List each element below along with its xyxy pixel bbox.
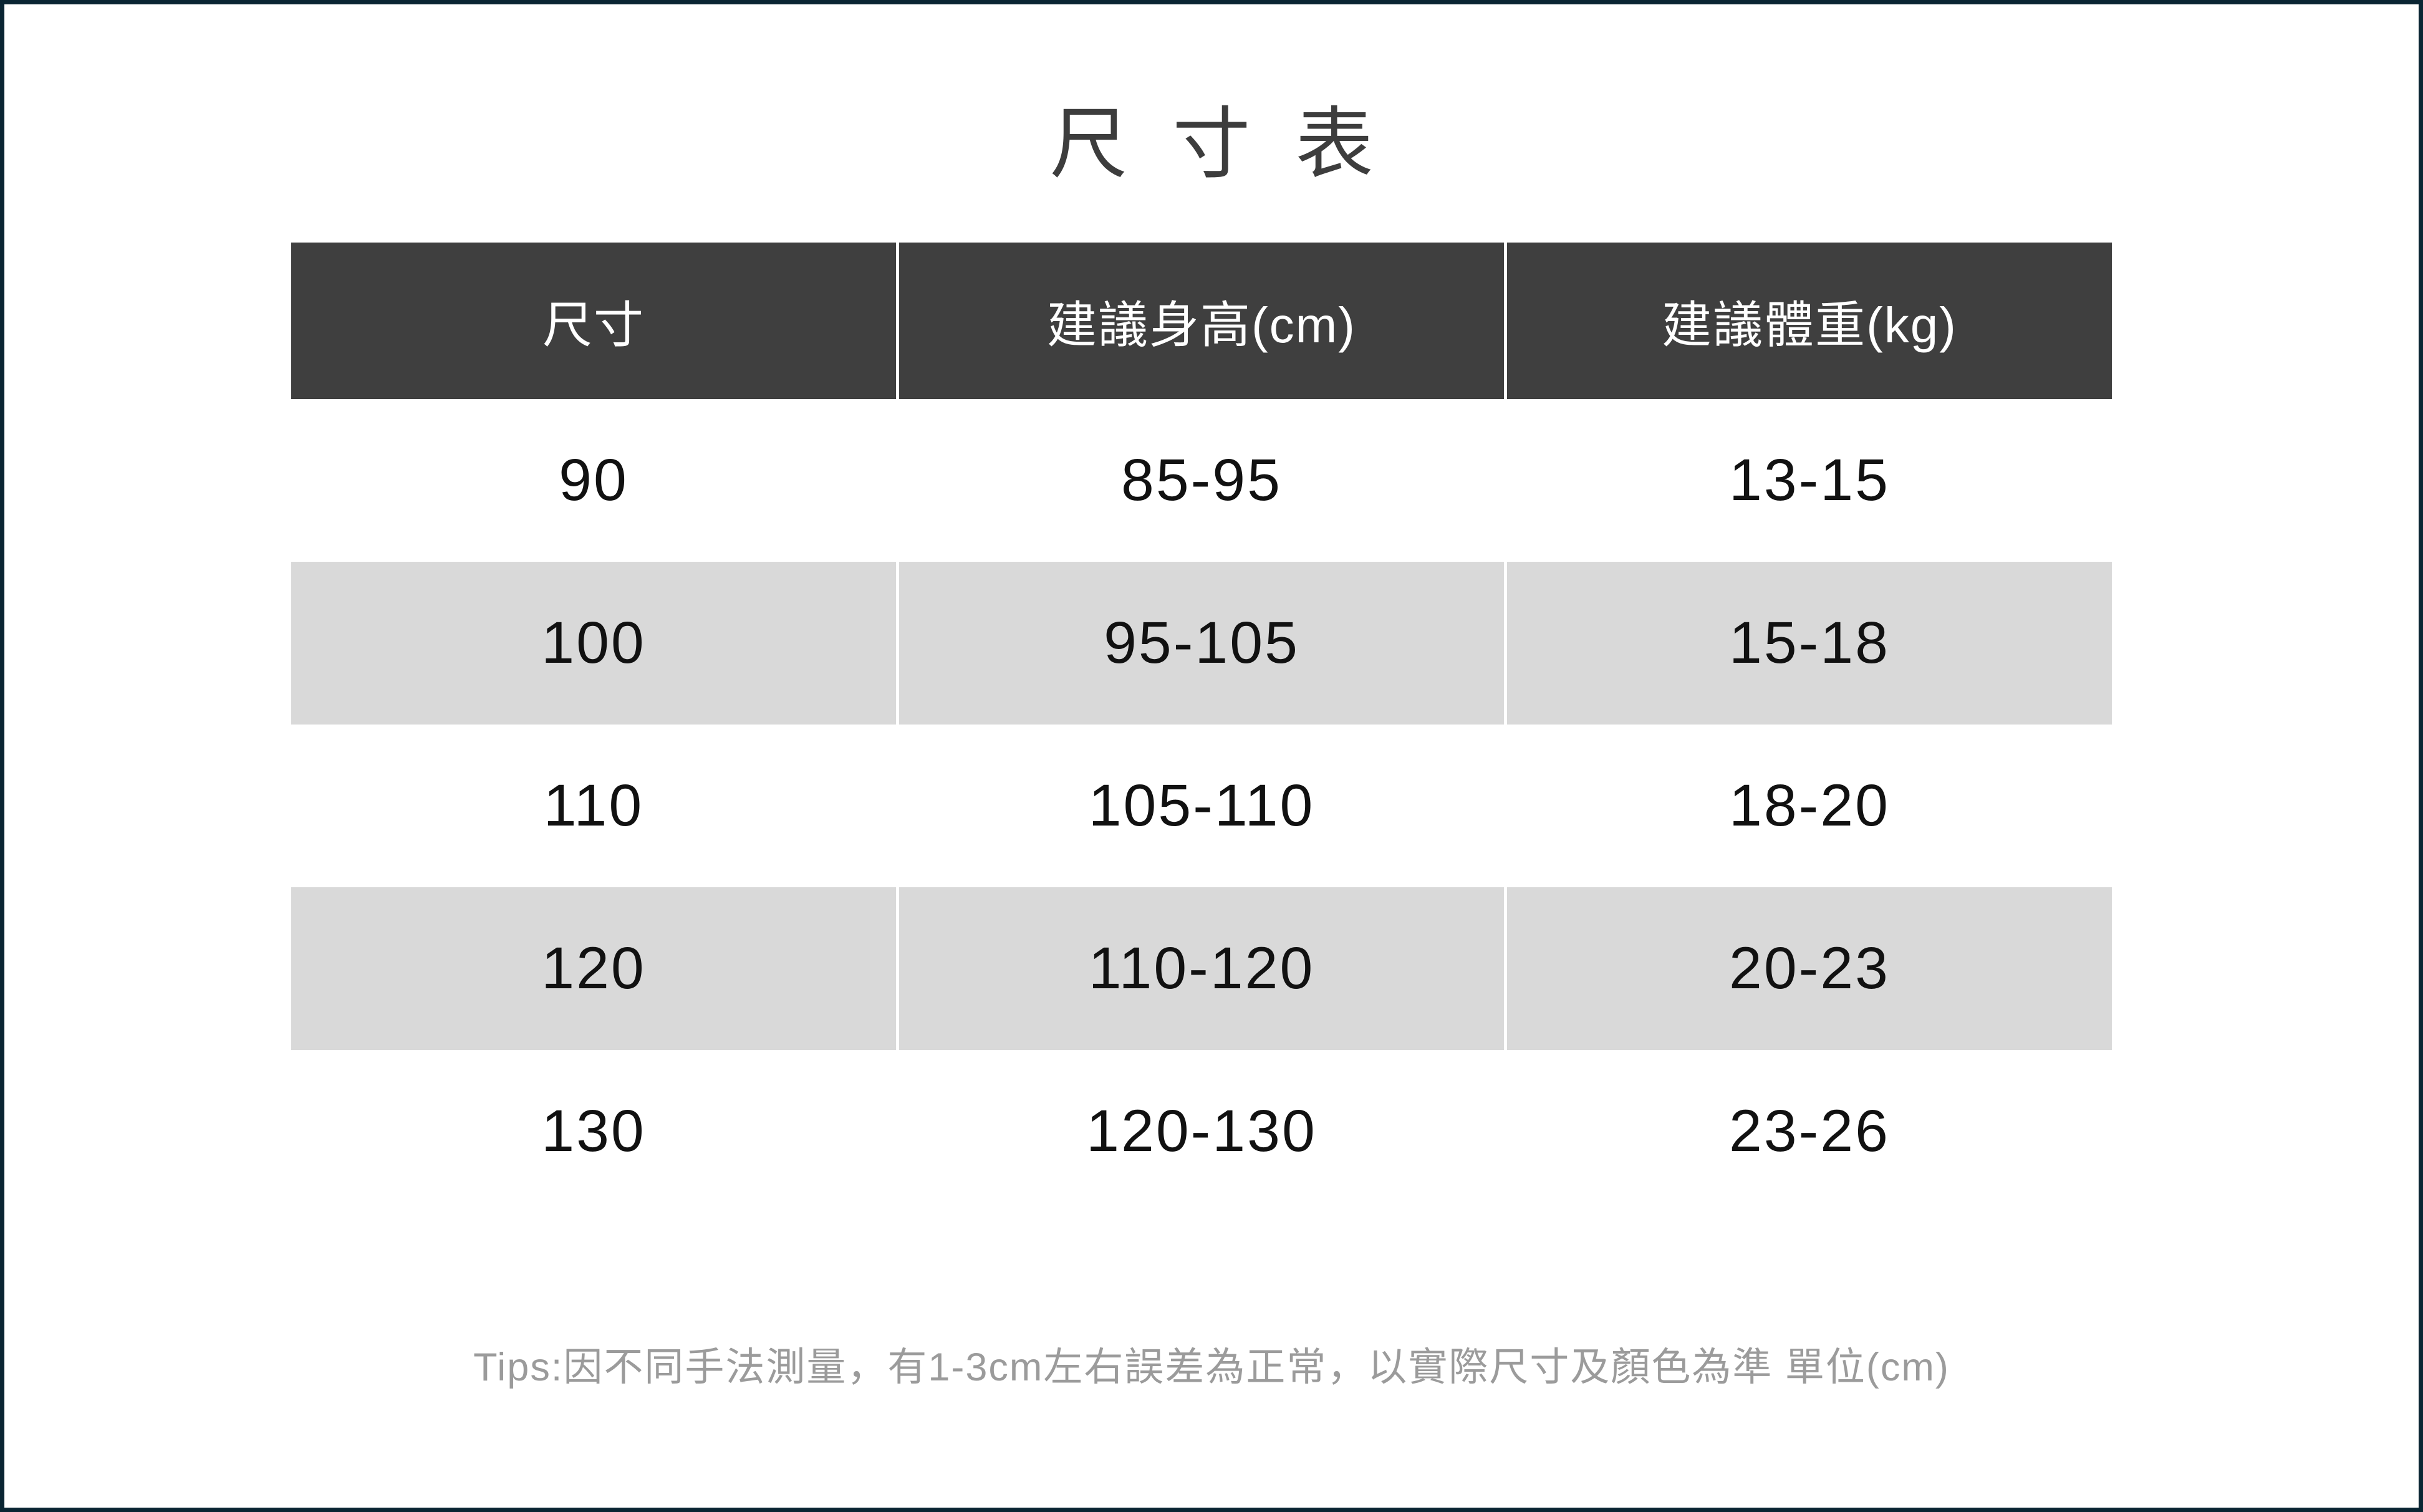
- cell-size: 130: [291, 1050, 896, 1213]
- header-cell-size: 尺寸: [291, 243, 896, 399]
- table-header-row: 尺寸 建議身高(cm) 建議體重(kg): [291, 243, 2112, 399]
- cell-height: 105-110: [899, 725, 1504, 887]
- cell-weight: 15-18: [1507, 562, 2112, 725]
- cell-weight: 18-20: [1507, 725, 2112, 887]
- cell-height: 110-120: [899, 887, 1504, 1050]
- cell-height: 120-130: [899, 1050, 1504, 1213]
- table-row: 90 85-95 13-15: [291, 399, 2112, 562]
- size-table: 尺寸 建議身高(cm) 建議體重(kg) 90 85-95 13-15 100 …: [291, 243, 2112, 1213]
- table-row: 120 110-120 20-23: [291, 887, 2112, 1050]
- cell-size: 110: [291, 725, 896, 887]
- cell-size: 120: [291, 887, 896, 1050]
- tips-note: Tips:因不同手法測量，有1-3cm左右誤差為正常，以實際尺寸及顏色為準 單位…: [473, 1346, 1950, 1389]
- cell-size: 100: [291, 562, 896, 725]
- table-row: 130 120-130 23-26: [291, 1050, 2112, 1213]
- cell-weight: 20-23: [1507, 887, 2112, 1050]
- cell-weight: 13-15: [1507, 399, 2112, 562]
- cell-weight: 23-26: [1507, 1050, 2112, 1213]
- size-chart-title: 尺寸表: [1049, 101, 1419, 188]
- cell-height: 85-95: [899, 399, 1504, 562]
- cell-size: 90: [291, 399, 896, 562]
- header-cell-weight: 建議體重(kg): [1507, 243, 2112, 399]
- table-row: 100 95-105 15-18: [291, 562, 2112, 725]
- cell-height: 95-105: [899, 562, 1504, 725]
- header-cell-height: 建議身高(cm): [899, 243, 1504, 399]
- table-row: 110 105-110 18-20: [291, 725, 2112, 887]
